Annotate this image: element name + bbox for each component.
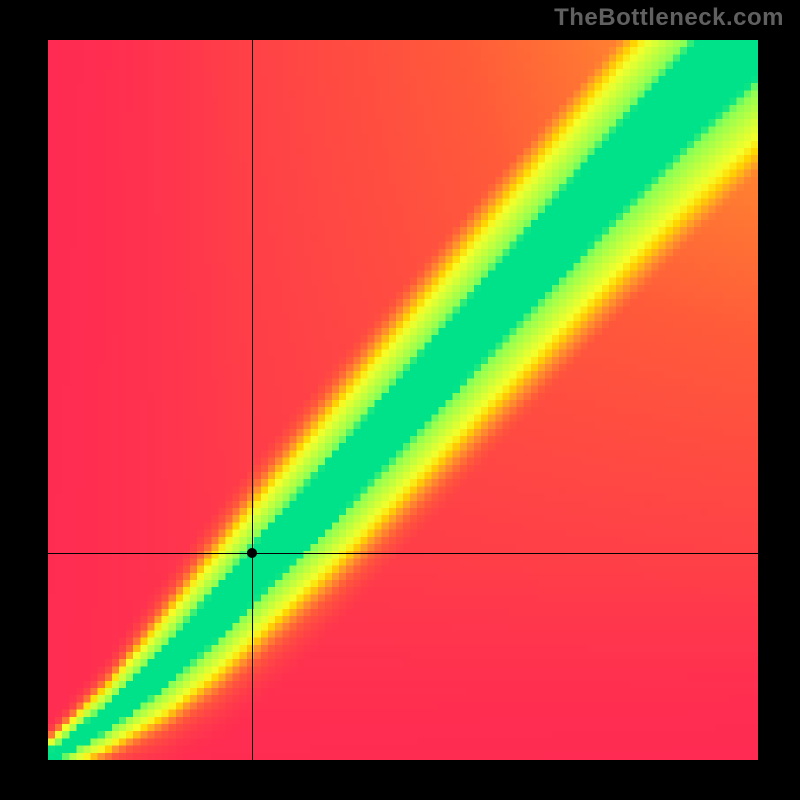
crosshair-vertical bbox=[252, 40, 253, 760]
crosshair-horizontal bbox=[48, 553, 758, 554]
heatmap-plot bbox=[48, 40, 758, 760]
heatmap-canvas bbox=[48, 40, 758, 760]
crosshair-marker bbox=[247, 548, 257, 558]
watermark-text: TheBottleneck.com bbox=[554, 4, 784, 32]
